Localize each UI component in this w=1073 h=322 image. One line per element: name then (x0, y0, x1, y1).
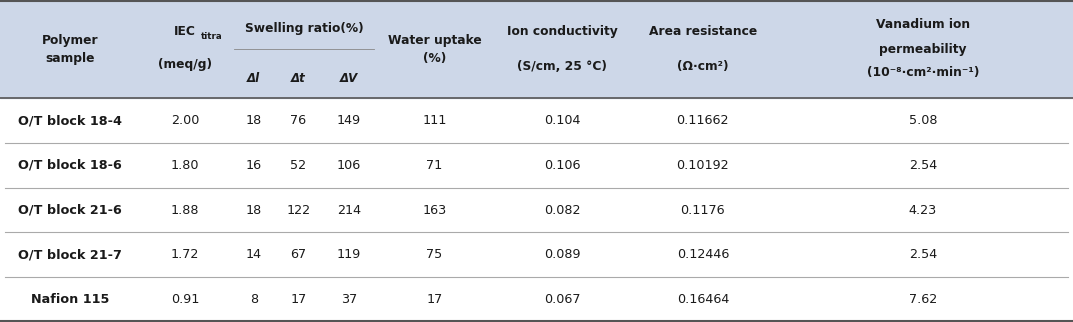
Text: 16: 16 (246, 159, 262, 172)
Text: 18: 18 (246, 204, 262, 217)
Text: 7.62: 7.62 (909, 293, 937, 306)
Text: Swelling ratio(%): Swelling ratio(%) (245, 22, 364, 35)
Text: 0.10192: 0.10192 (676, 159, 730, 172)
Text: 17: 17 (290, 293, 307, 306)
Text: 4.23: 4.23 (909, 204, 937, 217)
Text: 0.089: 0.089 (544, 248, 580, 261)
Text: 2.54: 2.54 (909, 248, 937, 261)
Text: Vanadium ion: Vanadium ion (876, 18, 970, 31)
Text: 2.00: 2.00 (171, 114, 200, 127)
Text: O/T block 21-6: O/T block 21-6 (18, 204, 121, 217)
Text: 1.88: 1.88 (171, 204, 200, 217)
Text: Ion conductivity: Ion conductivity (506, 25, 618, 38)
Text: Water uptake
(%): Water uptake (%) (387, 33, 482, 65)
Text: 0.082: 0.082 (544, 204, 580, 217)
Text: 1.72: 1.72 (171, 248, 200, 261)
Text: 67: 67 (290, 248, 307, 261)
Text: 14: 14 (246, 248, 262, 261)
Text: 0.12446: 0.12446 (677, 248, 729, 261)
Text: 163: 163 (423, 204, 446, 217)
Text: 5.08: 5.08 (909, 114, 937, 127)
Text: 0.1176: 0.1176 (680, 204, 725, 217)
Text: Δl: Δl (247, 72, 261, 85)
Text: 149: 149 (337, 114, 361, 127)
Text: 0.16464: 0.16464 (677, 293, 729, 306)
Text: 75: 75 (426, 248, 443, 261)
Text: O/T block 21-7: O/T block 21-7 (18, 248, 121, 261)
Text: 0.91: 0.91 (171, 293, 200, 306)
Text: 37: 37 (340, 293, 357, 306)
Text: 1.80: 1.80 (171, 159, 200, 172)
Text: 0.104: 0.104 (544, 114, 580, 127)
Text: 8: 8 (250, 293, 258, 306)
Text: 214: 214 (337, 204, 361, 217)
Text: 76: 76 (290, 114, 307, 127)
Text: (Ω·cm²): (Ω·cm²) (677, 60, 729, 73)
Text: O/T block 18-4: O/T block 18-4 (18, 114, 121, 127)
Text: 17: 17 (426, 293, 443, 306)
Text: 2.54: 2.54 (909, 159, 937, 172)
Text: Polymer
sample: Polymer sample (42, 33, 98, 65)
Text: titra: titra (202, 32, 223, 41)
Text: IEC: IEC (174, 25, 196, 38)
Text: ΔV: ΔV (339, 72, 358, 85)
Bar (0, 0, 1073, 98)
Text: 122: 122 (286, 204, 310, 217)
Text: (10⁻⁸·cm²·min⁻¹): (10⁻⁸·cm²·min⁻¹) (867, 66, 979, 79)
Text: Area resistance: Area resistance (649, 25, 756, 38)
Text: 0.106: 0.106 (544, 159, 580, 172)
Text: 0.067: 0.067 (544, 293, 580, 306)
Text: 0.11662: 0.11662 (677, 114, 729, 127)
Text: Δt: Δt (291, 72, 306, 85)
Text: Nafion 115: Nafion 115 (30, 293, 109, 306)
Text: O/T block 18-6: O/T block 18-6 (18, 159, 121, 172)
Text: 18: 18 (246, 114, 262, 127)
Text: permeability: permeability (879, 43, 967, 56)
Text: 106: 106 (337, 159, 361, 172)
Text: 111: 111 (423, 114, 446, 127)
Text: 119: 119 (337, 248, 361, 261)
Text: 71: 71 (426, 159, 443, 172)
Text: (meq/g): (meq/g) (158, 58, 212, 71)
Text: (S/cm, 25 °C): (S/cm, 25 °C) (517, 60, 607, 73)
Text: 52: 52 (290, 159, 307, 172)
